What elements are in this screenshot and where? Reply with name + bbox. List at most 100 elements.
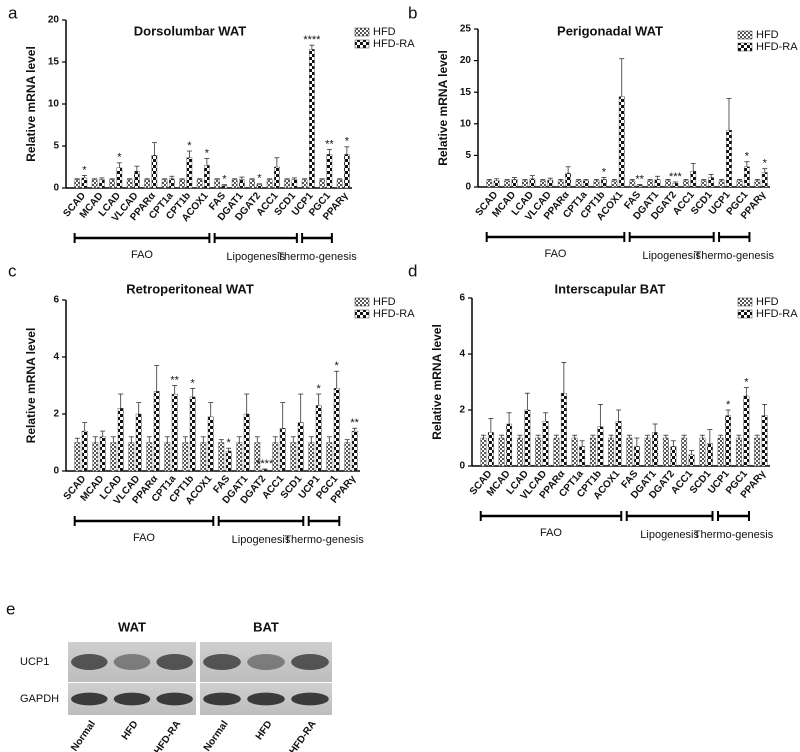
- bar: [186, 157, 193, 189]
- error-bar: [128, 436, 134, 443]
- error-bar: [579, 440, 585, 447]
- error-bar: [608, 434, 614, 438]
- bar: [351, 430, 358, 472]
- error-bar: [480, 434, 486, 438]
- error-bar: [616, 409, 622, 422]
- chart-title: Retroperitoneal WAT: [126, 281, 254, 296]
- significance: ****: [256, 458, 274, 470]
- y-tick-label: 0: [465, 182, 471, 193]
- error-bar: [701, 179, 707, 181]
- bar: [221, 185, 228, 189]
- bar: [754, 180, 761, 188]
- error-bar: [762, 403, 768, 416]
- bar: [736, 180, 743, 188]
- bar: [571, 437, 578, 467]
- legend-label: HFD-RA: [373, 38, 415, 50]
- error-bar: [689, 450, 695, 455]
- error-bar: [110, 436, 116, 443]
- bar: [236, 442, 243, 472]
- blot-band: [203, 654, 241, 670]
- error-bar: [626, 434, 632, 438]
- error-bar: [267, 178, 273, 180]
- error-bar: [594, 179, 600, 181]
- bar: [116, 167, 123, 189]
- bar: [344, 154, 350, 189]
- bar: [207, 416, 214, 472]
- error-bar: [683, 179, 689, 181]
- chart-title: Perigonadal WAT: [557, 23, 663, 38]
- error-bar: [186, 150, 192, 158]
- error-bar: [718, 434, 724, 438]
- bar: [718, 180, 725, 188]
- error-bar: [597, 403, 603, 427]
- y-tick-label: 0: [53, 466, 59, 477]
- bar: [681, 437, 688, 467]
- error-bar: [309, 44, 315, 50]
- lane-label: HFD-RA: [288, 719, 319, 752]
- bar: [297, 422, 304, 472]
- bar: [153, 391, 160, 472]
- bar: [81, 177, 88, 189]
- bar: [274, 166, 280, 189]
- error-bar: [535, 434, 541, 438]
- error-bar: [488, 417, 494, 433]
- legend-label: HFD: [756, 29, 779, 41]
- legend-label: HFD: [373, 26, 396, 38]
- error-bar: [334, 370, 340, 389]
- bar: [735, 437, 742, 467]
- bar: [196, 179, 203, 189]
- error-bar: [726, 98, 732, 131]
- lane-label: Normal: [202, 719, 231, 752]
- blot-band: [71, 654, 108, 670]
- lane-label: HFD-RA: [152, 719, 183, 752]
- bar: [672, 183, 679, 188]
- lane-label: HFD: [120, 719, 141, 742]
- error-bar: [611, 179, 617, 181]
- bar: [109, 179, 115, 189]
- error-bar: [762, 168, 768, 173]
- y-tick-label: 5: [53, 141, 59, 152]
- bar: [708, 177, 715, 188]
- bar: [516, 437, 523, 467]
- bar: [611, 180, 618, 188]
- bar: [700, 180, 707, 188]
- error-bar: [690, 163, 696, 172]
- blot-row-label: GAPDH: [20, 693, 59, 705]
- error-bar: [116, 162, 122, 168]
- error-bar: [670, 440, 676, 447]
- bar: [565, 172, 572, 188]
- bar: [743, 166, 750, 188]
- error-bar: [737, 179, 743, 181]
- bar: [344, 442, 351, 472]
- bar: [169, 178, 175, 189]
- bar: [486, 180, 493, 188]
- error-bar: [232, 178, 238, 180]
- bar: [290, 442, 297, 472]
- bar: [504, 180, 511, 188]
- y-axis-label: Relative mRNA level: [430, 324, 444, 440]
- bar: [688, 454, 695, 467]
- error-bar: [239, 176, 245, 180]
- error-bar: [652, 423, 658, 433]
- bar: [333, 388, 340, 472]
- bar: [522, 180, 528, 188]
- y-tick-label: 5: [465, 150, 471, 161]
- bar: [529, 178, 536, 188]
- bar: [487, 432, 494, 467]
- bar: [754, 437, 761, 467]
- group-label: Lipogenesis: [642, 250, 701, 262]
- significance: **: [635, 173, 644, 185]
- group-label: Lipogenesis: [226, 251, 285, 263]
- error-bar: [647, 179, 653, 181]
- significance: *: [222, 174, 227, 186]
- group-label: FAO: [544, 248, 566, 260]
- error-bar: [214, 178, 220, 180]
- error-bar: [316, 393, 322, 406]
- bar: [706, 443, 713, 467]
- bar: [319, 179, 325, 189]
- blot-band: [113, 654, 151, 670]
- bar: [761, 415, 768, 467]
- significance: **: [170, 374, 179, 386]
- blot-band: [156, 654, 193, 670]
- bar: [511, 179, 518, 188]
